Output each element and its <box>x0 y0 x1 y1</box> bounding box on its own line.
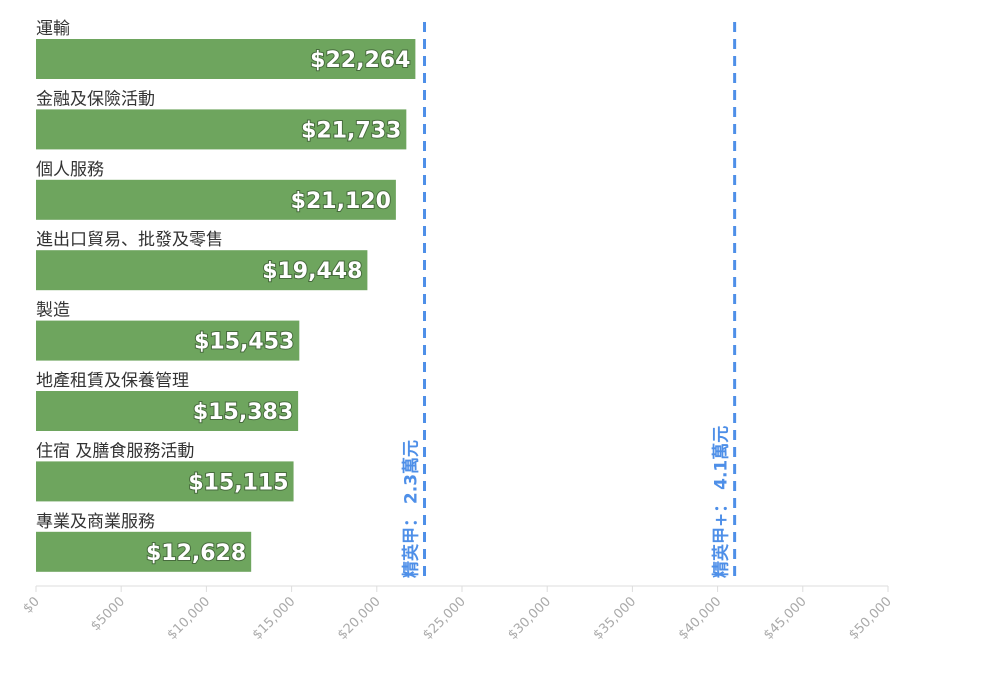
value-label: $19,448 <box>262 259 362 284</box>
value-label: $21,733 <box>301 118 401 143</box>
bar <box>36 320 300 361</box>
x-tick-label: $15,000 <box>250 594 299 643</box>
x-tick-label: $35,000 <box>591 594 640 643</box>
bar <box>36 39 416 79</box>
value-label: $12,628 <box>146 541 246 566</box>
value-label: $21,120 <box>291 189 391 214</box>
category-label: 進出口貿易、批發及零售 <box>36 230 223 250</box>
reference-label: 精英甲+： 4.1萬元 <box>711 426 732 578</box>
value-label: $22,264 <box>310 48 410 73</box>
value-label: $15,115 <box>188 470 288 495</box>
bar <box>36 531 252 572</box>
x-tick-label: $20,000 <box>335 594 384 643</box>
category-label: 金融及保險活動 <box>36 89 155 109</box>
x-tick-label: $40,000 <box>676 594 725 643</box>
x-tick-label: $10,000 <box>165 594 214 643</box>
category-label: 個人服務 <box>36 160 104 180</box>
reference-label: 精英甲： 2.3萬元 <box>401 440 422 578</box>
bar <box>36 250 368 291</box>
x-tick-label: $50,000 <box>846 594 895 643</box>
x-tick-label: $25,000 <box>420 594 469 643</box>
bar <box>36 179 396 220</box>
category-label: 住宿 及膳食服務活動 <box>36 441 194 461</box>
x-tick-label: $5000 <box>88 594 128 634</box>
value-label: $15,383 <box>193 400 293 425</box>
bar <box>36 109 407 150</box>
value-label: $15,453 <box>194 330 294 355</box>
bar <box>36 461 294 502</box>
category-label: 專業及商業服務 <box>36 512 155 532</box>
category-label: 地產租賃及保養管理 <box>36 371 189 391</box>
x-tick-label: $30,000 <box>505 594 554 643</box>
x-tick-label: $45,000 <box>761 594 810 643</box>
bar <box>36 391 299 431</box>
x-tick-label: $0 <box>21 594 43 616</box>
category-label: 製造 <box>36 301 70 321</box>
category-label: 運輸 <box>36 19 70 39</box>
